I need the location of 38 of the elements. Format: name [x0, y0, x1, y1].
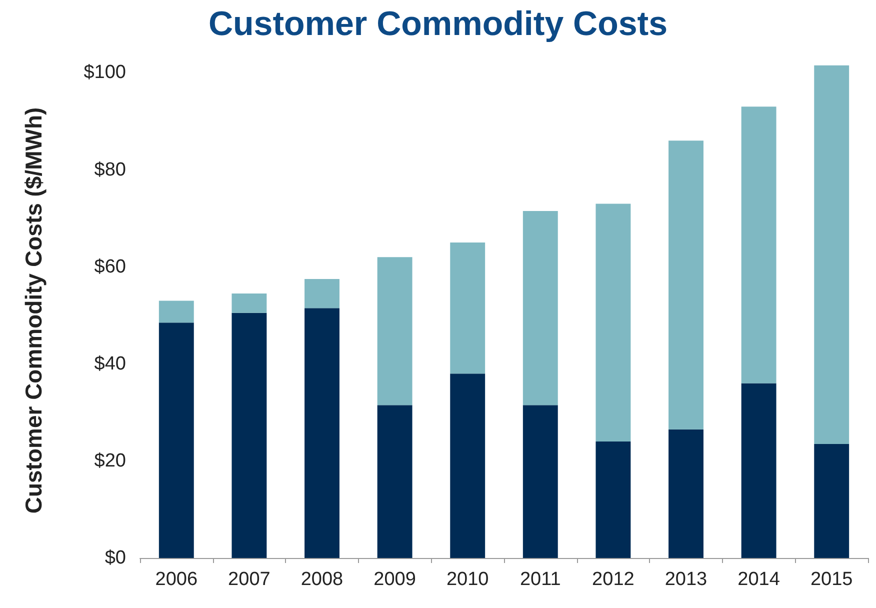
bar: [304, 308, 340, 558]
x-tick-label: 2015: [810, 569, 853, 590]
bar: [668, 429, 704, 558]
bar: [377, 257, 412, 406]
bar: [814, 444, 850, 558]
bar: [232, 312, 267, 558]
bar: [158, 300, 194, 323]
x-tick-label: 2009: [374, 569, 416, 590]
x-tick-label: 2014: [738, 569, 780, 590]
x-tick-label: 2013: [664, 569, 708, 590]
y-tick-label: $100: [84, 62, 126, 84]
bar: [304, 278, 340, 308]
bar: [232, 294, 267, 313]
bar: [450, 242, 486, 374]
bar: [377, 405, 412, 558]
x-tick-label: 2012: [592, 569, 634, 590]
bar: [741, 106, 776, 384]
x-tick-label: 2010: [446, 569, 489, 590]
x-tick-label: 2007: [228, 569, 270, 590]
bar: [522, 211, 558, 406]
y-tick-label: $20: [94, 450, 126, 472]
y-tick-label: $80: [94, 159, 126, 180]
y-axis-title: Customer Commodity Costs ($/MWh): [20, 107, 46, 514]
chart-title: Customer Commodity Costs: [208, 5, 668, 43]
bar: [668, 140, 704, 430]
y-tick-label: $60: [94, 256, 126, 278]
x-tick-label: 2011: [520, 569, 561, 590]
bar: [596, 204, 631, 442]
bar: [158, 322, 194, 558]
bar: [522, 405, 558, 558]
y-tick-label: $0: [104, 548, 126, 568]
x-tick-label: 2008: [300, 569, 344, 590]
bar: [814, 65, 850, 444]
y-tick-label: $40: [94, 353, 126, 374]
bar: [596, 442, 631, 558]
bar: [450, 374, 486, 558]
x-tick-label: 2006: [155, 569, 198, 590]
bar: [741, 383, 776, 558]
